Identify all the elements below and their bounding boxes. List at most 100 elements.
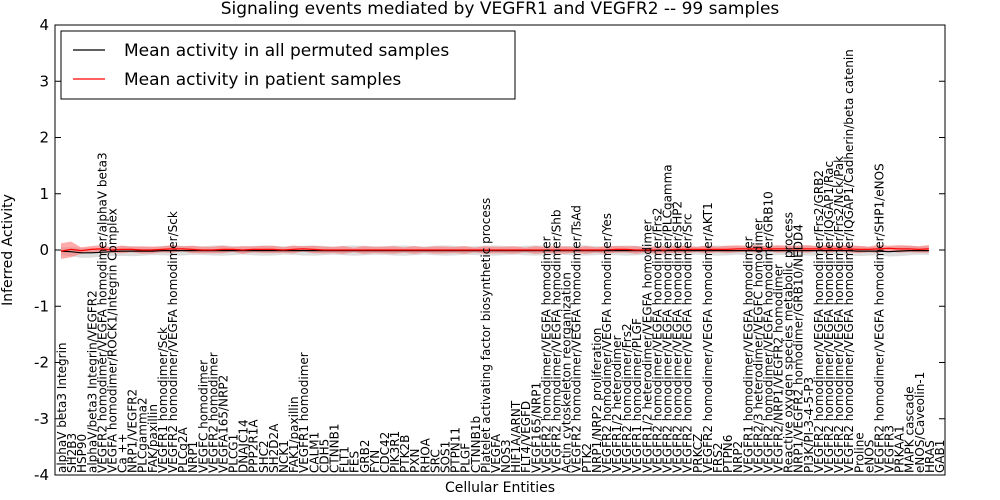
x-tick-label: VEGFR2 homodimer/VEGFA homodimer/TsAd [570, 205, 584, 473]
x-tick-label: VEGFR1/2 heterodimer/VEGFA homodimer [640, 220, 654, 473]
x-tick-label: VEGFR2 homodimer/VEGFA homodimer/Shb [550, 210, 564, 474]
x-tick-label: FLT4/VEGFD [519, 401, 533, 473]
x-tick-label: PXN [408, 449, 422, 473]
x-tick-label: NRP1/VEGFR2 [126, 389, 140, 473]
x-tick-label: NRP1/VEGFR2 homodimer/GRB10/NEDD4 [792, 224, 806, 473]
x-tick-label: FYN [368, 450, 382, 473]
y-tick-label: -1 [34, 297, 49, 315]
x-tick-label: VEGFR1 homodimer/VEGFA homodimer [741, 236, 755, 473]
x-tick-label: VEGFR2 homodimer/VEGFA homodimer/Src [681, 213, 695, 473]
x-tick-label: VEGFR2 homodimer [206, 352, 220, 473]
x-tick-label: CTNNB1 [328, 423, 342, 473]
y-tick-label: 0 [39, 241, 49, 259]
y-axis: -4 -3 -2 -1 0 1 2 3 4 [34, 16, 945, 484]
x-tick-label: CDH5 [317, 439, 331, 473]
x-tick-label: PI3K/PI-3-4-5-P3 [802, 377, 816, 473]
x-tick-label: Ca ++ [116, 433, 130, 473]
x-tick-label: VEGFR2 homodimer/VEGFA homodimer/alphaV … [95, 152, 109, 473]
x-tick-label: VEGFR2 homodimer/VEGFA homodimer/Frs2/GR… [812, 170, 826, 473]
x-tick-label: NCK1 [277, 440, 291, 473]
x-tick-label: VEGFR2 homodimer/VEGFA homodimer/IQGAP1/… [822, 161, 836, 473]
x-tick-label: CALM1 [307, 432, 321, 473]
patient-series-line [60, 247, 929, 252]
x-tick-label: CDC42 [378, 432, 392, 473]
x-tick-label: PRKCZ [691, 434, 705, 473]
x-tick-label: VEGFR2 homodimer/VEGFA homodimer [539, 236, 553, 473]
x-tick-labels: alphaV beta3 IntegrinSH2B3HSP90alphaV/be… [55, 49, 947, 473]
x-tick-label: VEGFR2 homodimer/VEGFA homodimer/IQGAP1/… [842, 49, 856, 473]
x-tick-label: VEGFA homodimer/ROCK1/Integrin Complex [106, 208, 120, 473]
x-tick-label: VEGFR1 homodimer/PLGF [630, 318, 644, 473]
x-tick-label: SHC2 [257, 440, 271, 473]
x-tick-label: VEGFR1 homodimer/Sck [156, 327, 170, 473]
x-tick-label: VEGF165/NRP1 [529, 382, 543, 473]
x-tick-label: PLGF [459, 443, 473, 473]
x-tick-label: HRAS [923, 440, 937, 473]
legend-label-permuted: Mean activity in all permuted samples [124, 41, 449, 61]
x-tick-label: SOS1 [439, 441, 453, 473]
x-tick-label: eNOS/Caveolin-1 [913, 372, 927, 473]
x-tick-label: FRS2 [711, 443, 725, 474]
x-tick-label: VEGFC homodimer [196, 360, 210, 473]
x-tick-label: MAPK cascade [903, 386, 917, 473]
x-tick-label: VEGFR2 homodimer/VEGFA homodimer/SHP1/eN… [872, 163, 886, 473]
x-tick-label: PTK2 [580, 443, 594, 473]
x-tick-label: VEGFR2 homodimer/VEGFA homodimer/PLCgamm… [661, 164, 675, 473]
x-tick-label: PTPN6 [721, 435, 735, 473]
x-tick-label: PLCg2A [176, 426, 190, 473]
chart-title: Signaling events mediated by VEGFR1 and … [221, 0, 780, 19]
x-tick-label: VEGFR2 homodimer/VEGFA homodimer/AKT1 [701, 202, 715, 473]
x-tick-label: eNOS [862, 440, 876, 473]
x-tick-label: SH2B3 [65, 433, 79, 473]
x-tick-label: FAK/paxillin [146, 404, 160, 473]
x-tick-label: PTPN11 [449, 427, 463, 473]
x-tick-label: VEGFR3 [883, 425, 897, 473]
x-tick-label: RHOA [418, 437, 432, 473]
y-tick-label: 3 [39, 72, 49, 90]
y-tick-label: 2 [39, 129, 49, 147]
legend: Mean activity in all permuted samples Me… [60, 30, 516, 100]
x-tick-label: alphaV beta3 Integrin [55, 342, 69, 473]
x-tick-label: Proline [852, 432, 866, 473]
x-tick-label: VEGFR1 homodimer [297, 352, 311, 473]
x-tick-label: VEGFR2 homodimer/VEGFA homodimer/Frs2 [650, 208, 664, 474]
x-tick-label: CTNNB1b [469, 416, 483, 473]
x-tick-label: FAK1/paxillin [287, 396, 301, 473]
x-tick-label: FLT1 [338, 446, 352, 473]
y-tick-label: 1 [39, 185, 49, 203]
x-tick-label: DNAJC14 [237, 419, 251, 473]
legend-box [60, 30, 516, 100]
x-tick-label: PTK2B [398, 435, 412, 473]
x-tick-label: NOS3 [499, 439, 513, 473]
y-tick-label: -2 [34, 354, 49, 372]
x-tick-label: NRP1 [186, 441, 200, 473]
y-axis-label: Inferred Activity [0, 194, 16, 306]
x-tick-label: VEGFA165/NRP2 [217, 375, 231, 473]
x-tick-label: VEGFR2 homodimer/Frs2 [620, 323, 634, 473]
x-tick-label: PLCgamma2 [136, 397, 150, 473]
x-tick-label: Actin cytoskeleton reorganization [560, 272, 574, 473]
x-tick-label: NRP2 [731, 441, 745, 473]
x-tick-label: VEGFR2 homodimer/VEGFA homodimer/Yes [600, 213, 614, 473]
x-tick-label: alphaV/beta3 Integrin/VEGFR2 [85, 290, 99, 473]
x-tick-label: Platelet activating factor biosynthetic … [479, 198, 493, 473]
y-tick-label: 4 [39, 16, 49, 34]
x-tick-label: VEGFA [489, 433, 503, 473]
x-tick-label: GAB1 [933, 440, 947, 473]
x-tick-label: VEGFR2 homodimer/VEGFA homodimer/SHP2 [671, 201, 685, 473]
x-tick-label: PLCG1 [227, 434, 241, 473]
x-tick-label: SRC [428, 449, 442, 473]
x-tick-label: VEGFR2 homodimer/VEGFA homodimer/Frs2/Nc… [832, 156, 846, 473]
x-tick-label: PPP2R1A [247, 419, 261, 473]
x-axis-label: Cellular Entities [445, 480, 555, 496]
x-tick-label: PRKAA1 [893, 425, 907, 473]
y-tick-label: -4 [34, 466, 49, 484]
x-tick-label: NRP1/NRP2 proliferation [590, 328, 604, 473]
x-tick-label: Reactive oxygen species metabolic proces… [782, 212, 796, 473]
x-tick-label: FES [348, 451, 362, 473]
y-tick-label: -3 [34, 410, 49, 428]
x-tick-label: VEGFR2/NRP1/VEGFR2 homodimer [772, 264, 786, 473]
series-lines [60, 247, 929, 254]
x-tick-label: GRB2 [358, 439, 372, 473]
